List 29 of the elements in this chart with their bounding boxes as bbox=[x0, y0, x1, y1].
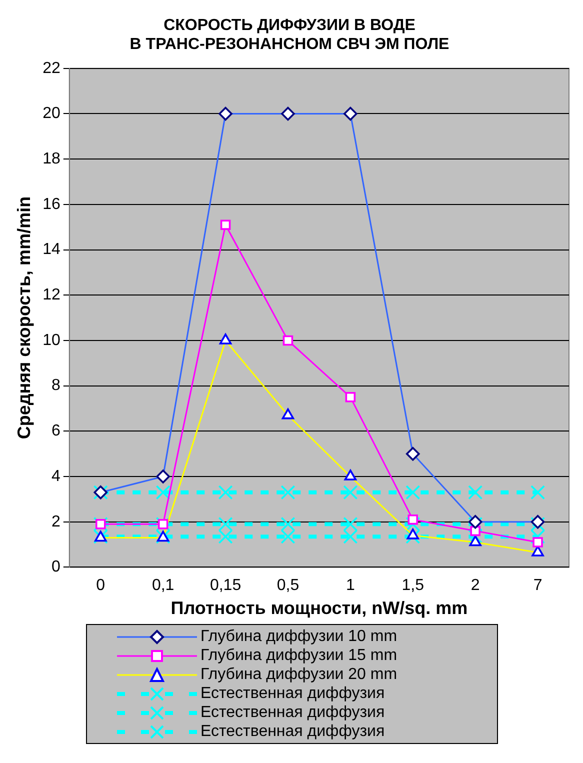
y-tick-label: 22 bbox=[42, 60, 60, 77]
x-tick-label: 1,5 bbox=[402, 577, 424, 594]
y-tick-label: 12 bbox=[42, 286, 60, 304]
x-tick-label: 2 bbox=[470, 577, 480, 594]
x-tick-label: 1 bbox=[346, 577, 355, 594]
x-axis-title: Плотность мощности, nW/sq. mm bbox=[170, 598, 468, 618]
legend-label: Естественная диффузия bbox=[200, 704, 385, 722]
x-tick-label: 0 bbox=[96, 577, 106, 594]
y-tick-label: 2 bbox=[51, 513, 60, 530]
y-tick-label: 16 bbox=[42, 196, 60, 213]
y-tick-label: 6 bbox=[51, 422, 60, 440]
legend-label: Глубина диффузии 20 mm bbox=[200, 666, 398, 684]
x-tick-label: 7 bbox=[533, 577, 542, 594]
y-tick-label: 10 bbox=[42, 332, 60, 349]
x-tick-label: 0,1 bbox=[152, 577, 174, 594]
y-tick-label: 14 bbox=[42, 241, 60, 258]
legend-label: Глубина диффузии 15 mm bbox=[200, 646, 398, 664]
legend-label: Естественная диффузия bbox=[200, 684, 385, 702]
y-tick-label: 20 bbox=[42, 105, 60, 122]
x-tick-label: 0,5 bbox=[276, 577, 300, 594]
y-tick-label: 0 bbox=[51, 558, 60, 576]
y-tick-label: 8 bbox=[51, 377, 60, 394]
legend-label: Естественная диффузия bbox=[200, 722, 385, 740]
y-tick-label: 18 bbox=[42, 150, 60, 168]
y-tick-label: 4 bbox=[51, 468, 60, 485]
y-axis-title: Средняя скорость, mm/min bbox=[14, 196, 34, 440]
legend-label: Глубина диффузии 10 mm bbox=[200, 628, 398, 646]
x-tick-label: 0,15 bbox=[210, 577, 242, 594]
chart-title: СКОРОСТЬ ДИФФУЗИИ В ВОДЕ В ТРАНС-РЕЗОНАНСНОМ СВЧ ЭМ ПОЛЕ bbox=[130, 17, 450, 54]
